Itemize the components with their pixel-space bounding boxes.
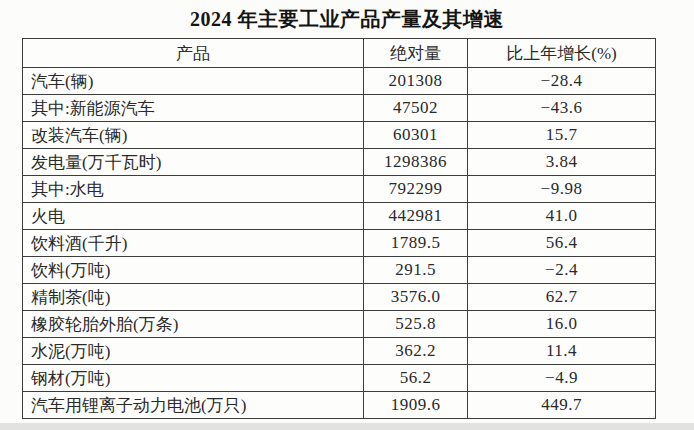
cell-absolute: 1909.6 (364, 392, 468, 419)
cell-product: 其中:新能源汽车 (23, 95, 364, 122)
cell-product: 改装汽车(辆) (23, 122, 364, 149)
cell-growth: −43.6 (468, 95, 656, 122)
cell-absolute: 1789.5 (364, 230, 468, 257)
page-bottom-edge (0, 423, 694, 430)
cell-absolute: 362.2 (364, 338, 468, 365)
column-header-absolute: 绝对量 (364, 39, 468, 68)
cell-growth: 11.4 (468, 338, 656, 365)
table-row: 汽车(辆) 201308 −28.4 (23, 68, 656, 95)
cell-absolute: 47502 (364, 95, 468, 122)
cell-absolute: 1298386 (364, 149, 468, 176)
cell-growth: 41.0 (468, 203, 656, 230)
cell-absolute: 792299 (364, 176, 468, 203)
table-row: 饮料酒(千升) 1789.5 56.4 (23, 230, 656, 257)
cell-product: 其中:水电 (23, 176, 364, 203)
cell-product: 发电量(万千瓦时) (23, 149, 364, 176)
table-row: 橡胶轮胎外胎(万条) 525.8 16.0 (23, 311, 656, 338)
cell-growth: 62.7 (468, 284, 656, 311)
cell-absolute: 525.8 (364, 311, 468, 338)
cell-product: 饮料酒(千升) (23, 230, 364, 257)
cell-product: 火电 (23, 203, 364, 230)
cell-growth: −2.4 (468, 257, 656, 284)
table-row: 其中:新能源汽车 47502 −43.6 (23, 95, 656, 122)
cell-absolute: 3576.0 (364, 284, 468, 311)
cell-product: 水泥(万吨) (23, 338, 364, 365)
table-row: 钢材(万吨) 56.2 −4.9 (23, 365, 656, 392)
cell-product: 精制茶(吨) (23, 284, 364, 311)
cell-absolute: 201308 (364, 68, 468, 95)
cell-growth: 16.0 (468, 311, 656, 338)
cell-product: 汽车(辆) (23, 68, 364, 95)
table-row: 水泥(万吨) 362.2 11.4 (23, 338, 656, 365)
column-header-product: 产品 (23, 39, 364, 68)
cell-product: 钢材(万吨) (23, 365, 364, 392)
cell-growth: 449.7 (468, 392, 656, 419)
table-header-row: 产品 绝对量 比上年增长(%) (23, 39, 656, 68)
cell-product: 橡胶轮胎外胎(万条) (23, 311, 364, 338)
cell-growth: −4.9 (468, 365, 656, 392)
cell-absolute: 56.2 (364, 365, 468, 392)
cell-absolute: 60301 (364, 122, 468, 149)
cell-product: 汽车用锂离子动力电池(万只) (23, 392, 364, 419)
table-row: 改装汽车(辆) 60301 15.7 (23, 122, 656, 149)
cell-growth: 15.7 (468, 122, 656, 149)
table-row: 饮料(万吨) 291.5 −2.4 (23, 257, 656, 284)
cell-growth: 3.84 (468, 149, 656, 176)
cell-growth: −9.98 (468, 176, 656, 203)
industrial-output-table: 产品 绝对量 比上年增长(%) 汽车(辆) 201308 −28.4 其中:新能… (22, 38, 656, 419)
column-header-growth: 比上年增长(%) (468, 39, 656, 68)
table-row: 汽车用锂离子动力电池(万只) 1909.6 449.7 (23, 392, 656, 419)
table-row: 火电 442981 41.0 (23, 203, 656, 230)
table-row: 发电量(万千瓦时) 1298386 3.84 (23, 149, 656, 176)
cell-growth: −28.4 (468, 68, 656, 95)
table-row: 其中:水电 792299 −9.98 (23, 176, 656, 203)
cell-growth: 56.4 (468, 230, 656, 257)
cell-absolute: 291.5 (364, 257, 468, 284)
table-row: 精制茶(吨) 3576.0 62.7 (23, 284, 656, 311)
page-title: 2024 年主要工业产品产量及其增速 (0, 6, 694, 32)
cell-product: 饮料(万吨) (23, 257, 364, 284)
cell-absolute: 442981 (364, 203, 468, 230)
